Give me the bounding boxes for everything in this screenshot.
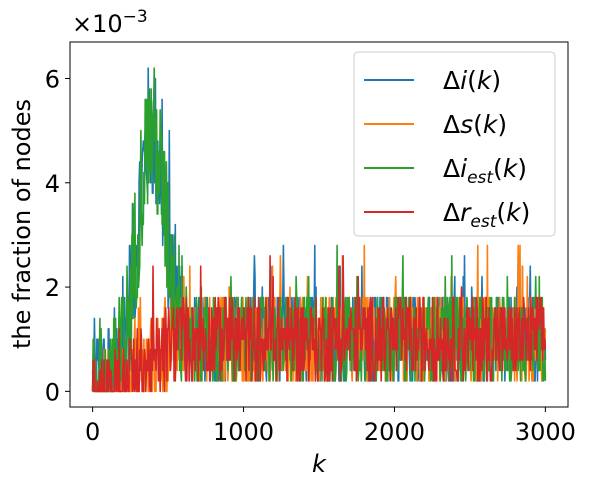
series-layer (91, 67, 547, 393)
plot-frame (69, 41, 569, 408)
x-tick-label: 3000 (515, 418, 576, 446)
y-scale-factor-base: ×10−3 (72, 7, 148, 38)
y-scale-factor-exponent: −3 (123, 7, 148, 27)
y-tick-label: 4 (45, 170, 60, 198)
x-tick-label: 1000 (213, 418, 274, 446)
y-scale-factor: ×10−3 (72, 7, 148, 38)
legend-box (353, 51, 556, 237)
y-axis-label: the fraction of nodes (8, 99, 36, 349)
x-tick-label: 0 (85, 418, 100, 446)
series-line-dr-est (91, 255, 547, 393)
x-axis-label: k (312, 450, 327, 478)
y-tick-label: 2 (45, 274, 60, 302)
legend-label-ds: Δs(k) (443, 110, 507, 139)
legend-label-dr-est: Δrest(k) (443, 198, 530, 232)
legend: Δi(k) Δs(k) Δiest(k) Δrest(k) (353, 51, 556, 237)
y-tick-label: 0 (45, 378, 60, 406)
legend-label-di-est: Δiest(k) (443, 154, 527, 188)
y-axis: 0 2 4 6 (45, 66, 70, 406)
x-axis: 0 1000 2000 3000 (85, 407, 576, 446)
legend-label-di: Δi(k) (443, 66, 501, 95)
x-tick-label: 2000 (364, 418, 425, 446)
y-tick-label: 6 (45, 66, 60, 94)
